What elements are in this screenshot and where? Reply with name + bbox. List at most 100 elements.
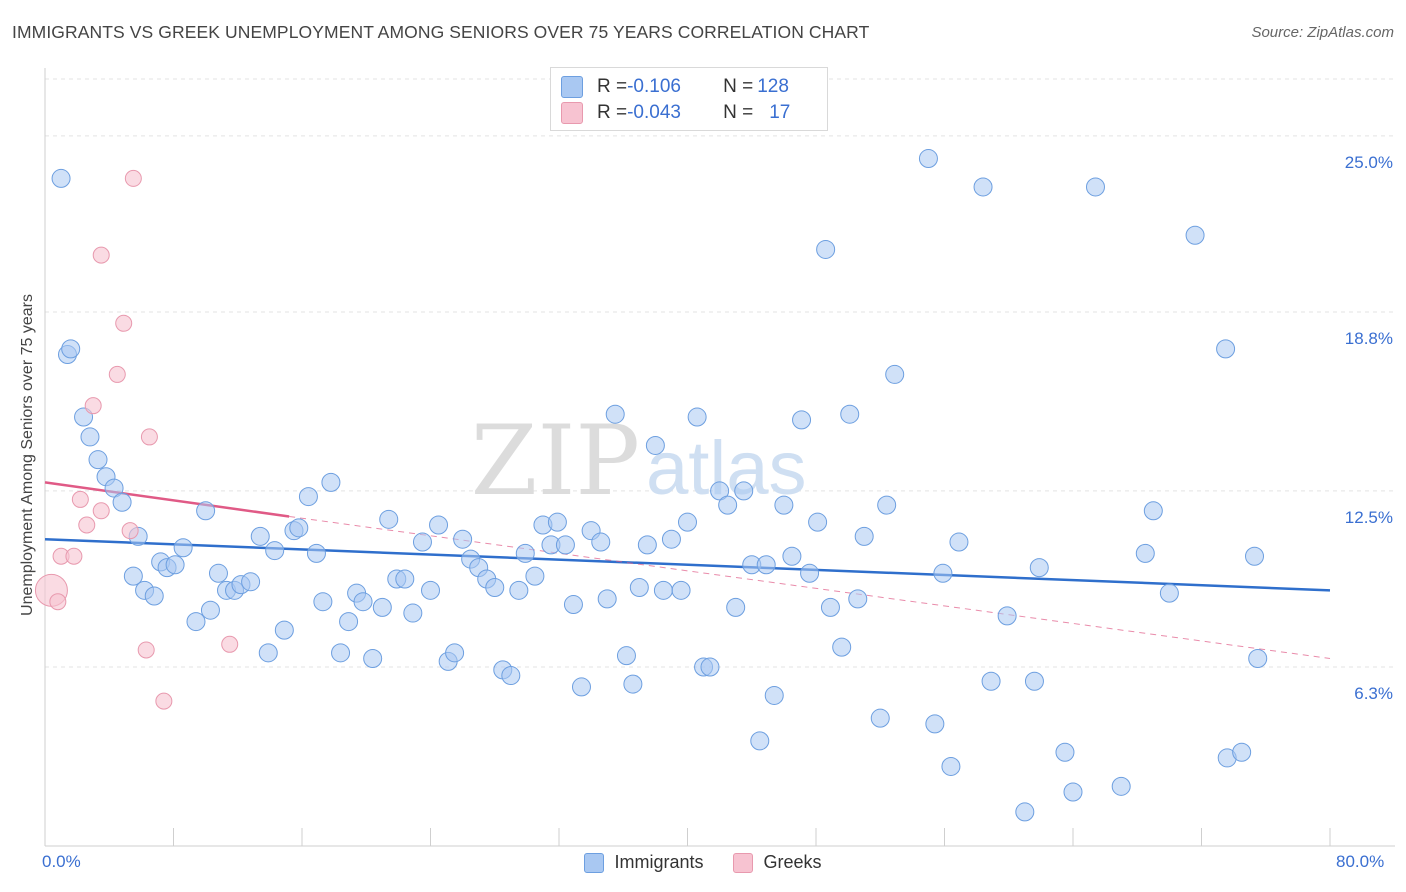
immigrants-point: [597, 589, 617, 609]
greeks-trend-line: [44, 481, 290, 518]
immigrants-point: [485, 577, 505, 597]
stats-row-immigrants: R = -0.106 N = 128: [561, 74, 789, 100]
n-value: 17: [769, 102, 791, 123]
greeks-swatch: [561, 102, 583, 124]
legend-label-immigrants: Immigrants: [614, 852, 704, 872]
immigrants-point: [173, 538, 193, 558]
immigrants-point: [671, 580, 691, 600]
immigrants-point: [591, 532, 611, 552]
immigrants-point: [353, 592, 373, 612]
immigrants-point: [123, 566, 143, 586]
r-value: -0.043: [627, 102, 681, 123]
greeks-point: [221, 635, 239, 653]
legend: Immigrants Greeks: [0, 852, 1406, 873]
greeks-point: [71, 490, 89, 508]
immigrants-point: [848, 589, 868, 609]
y-tick-labels: 6.3% 12.5% 18.8% 25.0%: [1345, 153, 1393, 703]
n-label: N =: [723, 102, 754, 123]
legend-label-greeks: Greeks: [763, 852, 822, 872]
trend-lines: [44, 481, 1331, 660]
x-tick-label-min: 0.0%: [42, 852, 81, 871]
immigrants-point: [412, 532, 432, 552]
immigrants-point: [774, 495, 794, 515]
immigrants-point: [196, 501, 216, 521]
immigrants-point: [1143, 501, 1163, 521]
immigrants-point: [997, 606, 1017, 626]
immigrants-point: [379, 509, 399, 529]
immigrants-point: [563, 595, 583, 615]
watermark: ZIP atlas: [471, 405, 807, 517]
legend-swatch-immigrants: [584, 852, 605, 873]
immigrants-point: [200, 600, 220, 620]
immigrants-point: [718, 495, 738, 515]
legend-item-greeks[interactable]: Greeks: [733, 852, 822, 873]
greeks-point: [137, 641, 155, 659]
immigrants-point: [854, 526, 874, 546]
immigrants-point: [165, 555, 185, 575]
immigrants-point: [555, 535, 575, 555]
immigrants-point: [764, 685, 784, 705]
immigrants-point: [981, 671, 1001, 691]
r-label: R =: [597, 76, 628, 97]
greeks-point: [108, 365, 126, 383]
immigrants-point: [877, 495, 897, 515]
r-label: R =: [597, 102, 628, 123]
n-value: 128: [757, 76, 789, 97]
immigrants-point: [339, 612, 359, 632]
immigrants-point: [1232, 742, 1252, 762]
immigrants-point: [710, 481, 730, 501]
immigrants-point: [321, 472, 341, 492]
immigrants-point: [973, 177, 993, 197]
immigrants-point: [1029, 558, 1049, 578]
immigrants-point: [1015, 802, 1035, 822]
immigrants-point: [808, 512, 828, 532]
greeks-point: [140, 428, 158, 446]
immigrants-point: [726, 597, 746, 617]
points: [34, 149, 1268, 822]
immigrants-point: [629, 577, 649, 597]
immigrants-point: [509, 580, 529, 600]
greeks-point: [49, 593, 67, 611]
source-label: Source: ZipAtlas.com: [1251, 24, 1394, 41]
immigrants-point: [403, 603, 423, 623]
legend-item-immigrants[interactable]: Immigrants: [584, 852, 703, 873]
immigrants-point: [445, 643, 465, 663]
immigrants-point: [840, 404, 860, 424]
stats-box: R = -0.106 N = 128 R = -0.043 N = 17: [550, 67, 828, 131]
immigrants-point: [313, 592, 333, 612]
immigrants-point: [1185, 225, 1205, 245]
immigrants-point: [395, 569, 415, 589]
immigrants-point: [250, 526, 270, 546]
immigrants-point: [687, 407, 707, 427]
immigrants-point: [756, 555, 776, 575]
immigrants-point: [637, 535, 657, 555]
immigrants-point: [515, 543, 535, 563]
immigrants-point: [421, 580, 440, 600]
immigrants-point: [61, 339, 81, 359]
immigrants-trend-line: [44, 537, 1331, 592]
immigrants-point: [941, 756, 961, 776]
immigrants-point: [918, 149, 938, 169]
greeks-point: [84, 397, 102, 415]
n-label: N =: [723, 76, 754, 97]
immigrants-point: [547, 512, 567, 532]
immigrants-point: [501, 666, 521, 686]
greeks-point: [155, 692, 173, 710]
immigrants-point: [186, 612, 206, 632]
greeks-point: [115, 314, 133, 332]
y-tick-label: 25.0%: [1345, 153, 1393, 172]
immigrants-point: [734, 481, 754, 501]
greeks-point: [65, 547, 83, 565]
immigrants-point: [363, 649, 383, 669]
immigrants-point: [832, 637, 852, 657]
immigrants-point: [792, 410, 812, 430]
x-tick-label-max: 80.0%: [1336, 852, 1385, 871]
y-tick-label: 18.8%: [1345, 329, 1393, 348]
immigrants-point: [289, 518, 309, 538]
immigrants-point: [104, 478, 124, 498]
immigrants-point: [949, 532, 969, 552]
immigrants-point: [1024, 671, 1044, 691]
immigrants-point: [700, 657, 720, 677]
immigrants-point: [1159, 583, 1179, 603]
